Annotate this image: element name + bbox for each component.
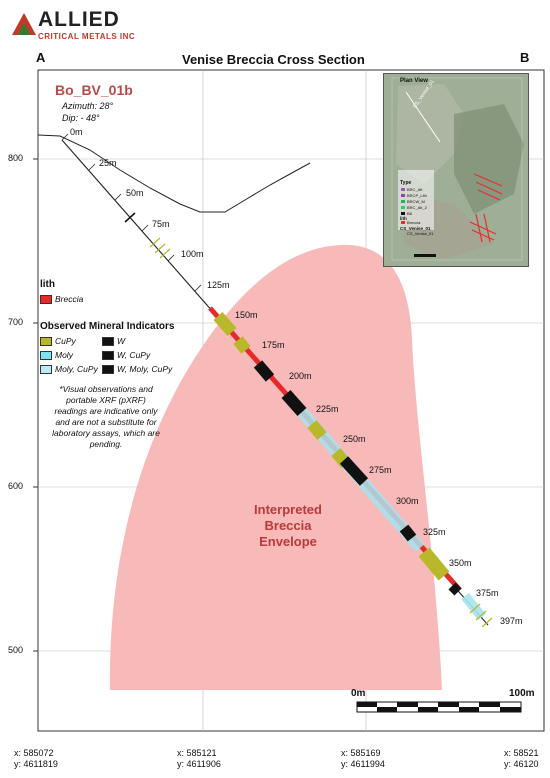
depth-ticks xyxy=(61,133,202,292)
coordinate-y: y: 4611906 xyxy=(177,759,221,769)
inset-legend-item-5: B8 xyxy=(407,211,412,216)
topography-line xyxy=(37,134,311,213)
envelope-label-line3: Envelope xyxy=(259,534,317,549)
depth-label-200: 200m xyxy=(289,371,312,381)
inset-cs-item: CS_Venise_01 xyxy=(407,231,434,236)
inset-lith-item: Breccia xyxy=(407,220,421,225)
drillhole-dip: Dip: - 48° xyxy=(62,113,100,123)
legend-disclaimer: *Visual observations and portable XRF (p… xyxy=(52,384,160,449)
depth-label-25: 25m xyxy=(99,158,117,168)
inset-legend-item-3: BRCW_M xyxy=(407,199,425,204)
legend-mineral-title: Observed Mineral Indicators xyxy=(40,321,175,332)
depth-label-375: 375m xyxy=(476,588,499,598)
inset-title: Plan View xyxy=(400,78,428,84)
inset-map-canvas xyxy=(384,74,528,266)
coordinate-y: y: 4611819 xyxy=(14,759,58,769)
section-label-b: B xyxy=(520,50,530,65)
legend-item-label: Breccia xyxy=(55,294,84,304)
company-logo: ALLIED CRITICAL METALS INC xyxy=(8,8,168,44)
scale-bar xyxy=(356,701,522,713)
legend: lith Breccia Observed Mineral Indicators… xyxy=(38,279,203,459)
depth-label-275: 275m xyxy=(369,465,392,475)
legend-item-moly-cupy: Moly, CuPy xyxy=(40,364,98,374)
inset-legend-item-1: BRC_Alt xyxy=(407,187,423,192)
moly-swatch xyxy=(40,350,52,360)
moly-cupy-swatch xyxy=(40,364,52,374)
depth-label-250: 250m xyxy=(343,434,366,444)
inset-lith-title: lith xyxy=(400,216,407,221)
legend-item-label: Moly xyxy=(55,350,73,360)
scale-bar-end-label: 100m xyxy=(509,688,535,699)
legend-item-label: CuPy xyxy=(55,336,76,346)
coordinate-c: x: 585169 y: 4611994 xyxy=(341,748,385,770)
logo-word-allied: ALLIED xyxy=(38,8,120,31)
depth-label-397: 397m xyxy=(500,616,523,626)
depth-label-100: 100m xyxy=(181,249,204,259)
elevation-label-600: 600 xyxy=(8,481,24,491)
legend-item-label: W, CuPy xyxy=(117,350,151,360)
coordinate-x: x: 585169 xyxy=(341,748,381,758)
legend-item-moly: Moly xyxy=(40,350,73,360)
coordinate-x: x: 585072 xyxy=(14,748,54,758)
section-frame xyxy=(37,69,545,732)
coordinate-a: x: 585072 y: 4611819 xyxy=(14,748,58,770)
inset-cs-title: CS_Venise_01 xyxy=(400,226,431,231)
plan-view-inset: Plan View CS_Venise_01 Type BRC_Alt BRCP… xyxy=(383,73,529,267)
logo-word-critical-metals: CRITICAL METALS INC xyxy=(38,32,136,41)
coordinate-y: y: 4611994 xyxy=(341,759,385,769)
legend-item-w-cupy: W, CuPy xyxy=(102,350,150,360)
depth-label-300: 300m xyxy=(396,496,419,506)
drillhole-trace xyxy=(61,139,493,628)
coordinate-y: y: 46120 xyxy=(504,759,539,769)
legend-item-label: W xyxy=(117,336,126,346)
depth-label-0: 0m xyxy=(70,127,83,137)
depth-label-75: 75m xyxy=(152,219,170,229)
legend-lith-title: lith xyxy=(40,279,55,290)
inset-legend-item-4: BRC_Alt_2 xyxy=(407,205,427,210)
elevation-label-500: 500 xyxy=(8,645,24,655)
legend-item-label: W, Moly, CuPy xyxy=(117,364,173,374)
logo-mark-icon xyxy=(12,13,36,35)
depth-label-225: 225m xyxy=(316,404,339,414)
depth-label-150: 150m xyxy=(235,310,258,320)
coordinate-x: x: 585121 xyxy=(177,748,217,758)
w-moly-cupy-swatch xyxy=(102,364,114,374)
w-cupy-swatch xyxy=(102,350,114,360)
envelope-label-line1: Interpreted xyxy=(254,502,322,517)
envelope-label-line2: Breccia xyxy=(264,518,312,533)
legend-item-breccia: Breccia xyxy=(40,294,83,304)
w-swatch xyxy=(102,336,114,346)
cupy-swatch xyxy=(40,336,52,346)
inset-legend-title: Type xyxy=(400,180,412,186)
map-title: Venise Breccia Cross Section xyxy=(182,52,365,67)
depth-label-125: 125m xyxy=(207,280,230,290)
depth-label-175: 175m xyxy=(262,340,285,350)
breccia-swatch xyxy=(40,294,52,304)
depth-label-325: 325m xyxy=(423,527,446,537)
inset-legend-item-2: BRCP_Lith xyxy=(407,193,427,198)
coordinate-b: x: 585121 y: 4611906 xyxy=(177,748,221,770)
scale-bar-start-label: 0m xyxy=(351,688,366,699)
section-label-a: A xyxy=(36,50,46,65)
envelope-label: Interpreted Breccia Envelope xyxy=(238,502,338,550)
legend-item-label: Moly, CuPy xyxy=(55,364,98,374)
elevation-ticks xyxy=(33,158,38,652)
legend-item-cupy: CuPy xyxy=(40,336,76,346)
depth-label-50: 50m xyxy=(126,188,144,198)
drillhole-id: Bo_BV_01b xyxy=(55,82,133,98)
coordinate-x: x: 58521 xyxy=(504,748,539,758)
legend-item-w-moly-cupy: W, Moly, CuPy xyxy=(102,364,172,374)
drillhole-azimuth: Azimuth: 28° xyxy=(62,101,114,111)
elevation-label-800: 800 xyxy=(8,153,24,163)
elevation-label-700: 700 xyxy=(8,317,24,327)
depth-label-350: 350m xyxy=(449,558,472,568)
legend-item-w: W xyxy=(102,336,125,346)
breccia-envelope xyxy=(109,244,442,690)
coordinate-d: x: 58521 y: 46120 xyxy=(504,748,539,770)
